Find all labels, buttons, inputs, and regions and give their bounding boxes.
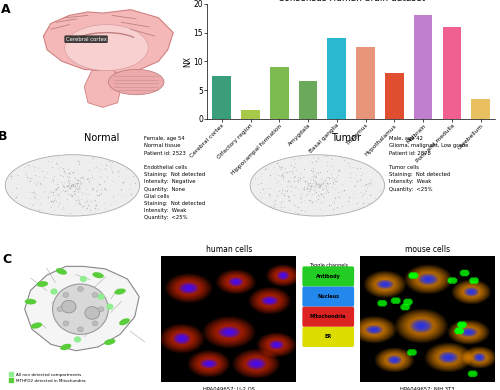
Text: ER: ER: [324, 334, 332, 339]
Circle shape: [78, 327, 84, 332]
Circle shape: [63, 321, 69, 326]
Text: Male, age 42
Glioma, malignant, Low grade
Patient id: 2878

Tumor cells
Staining: Male, age 42 Glioma, malignant, Low grad…: [390, 136, 468, 191]
Circle shape: [80, 276, 87, 282]
Ellipse shape: [92, 272, 104, 278]
Polygon shape: [24, 266, 139, 351]
Text: Cerebral cortex: Cerebral cortex: [66, 37, 106, 42]
Ellipse shape: [119, 318, 130, 325]
Text: Female, age 54
Normal tissue
Patient id: 2523

Endothelial cells
Staining:  Not : Female, age 54 Normal tissue Patient id:…: [144, 136, 206, 220]
Y-axis label: NX: NX: [183, 56, 192, 67]
Text: A: A: [0, 3, 10, 16]
FancyBboxPatch shape: [302, 287, 354, 307]
Circle shape: [85, 307, 100, 319]
Bar: [328, 38, 346, 119]
Text: HPA049657: U-2 OS: HPA049657: U-2 OS: [202, 387, 254, 390]
Bar: [472, 99, 490, 119]
Text: C: C: [2, 253, 12, 266]
Bar: [356, 47, 375, 119]
FancyBboxPatch shape: [302, 327, 354, 347]
Bar: [241, 110, 260, 119]
Ellipse shape: [108, 69, 164, 95]
Polygon shape: [84, 71, 122, 107]
Text: Normal: Normal: [84, 133, 119, 143]
Text: Mitochondria: Mitochondria: [310, 314, 346, 319]
Text: HPA049657: NIH 3T3: HPA049657: NIH 3T3: [400, 387, 455, 390]
Ellipse shape: [36, 281, 48, 287]
Bar: [442, 27, 461, 119]
Bar: [385, 73, 404, 119]
Circle shape: [63, 292, 69, 298]
Circle shape: [57, 307, 63, 312]
Text: Tumor: Tumor: [331, 133, 361, 143]
Circle shape: [92, 321, 98, 326]
Ellipse shape: [24, 299, 36, 305]
Text: Antibody: Antibody: [316, 274, 340, 279]
FancyBboxPatch shape: [302, 307, 354, 327]
Circle shape: [78, 287, 84, 292]
Text: B: B: [0, 129, 8, 143]
FancyBboxPatch shape: [302, 266, 354, 287]
Ellipse shape: [104, 339, 116, 345]
Ellipse shape: [56, 268, 67, 275]
Bar: [298, 82, 318, 119]
Ellipse shape: [30, 323, 42, 329]
Circle shape: [98, 307, 104, 312]
Ellipse shape: [114, 289, 126, 294]
Bar: [212, 76, 231, 119]
Bar: [414, 15, 432, 119]
Bar: [270, 67, 288, 119]
Text: Nucleus: Nucleus: [317, 294, 339, 299]
Circle shape: [92, 292, 98, 298]
Circle shape: [106, 303, 114, 310]
Text: human cells: human cells: [206, 245, 252, 254]
Text: Toggle channels: Toggle channels: [308, 262, 348, 268]
Circle shape: [62, 300, 76, 313]
Circle shape: [250, 155, 384, 216]
Circle shape: [74, 336, 81, 342]
Title: Consensus Human brain dataset: Consensus Human brain dataset: [278, 0, 425, 3]
Text: mouse cells: mouse cells: [405, 245, 450, 254]
Ellipse shape: [64, 25, 148, 71]
Legend: All non detected compartments, MTHFD2 detected in Mitochondria: All non detected compartments, MTHFD2 de…: [9, 372, 86, 383]
Circle shape: [50, 289, 58, 295]
Polygon shape: [44, 10, 174, 73]
Ellipse shape: [60, 344, 72, 350]
Circle shape: [5, 155, 140, 216]
Circle shape: [98, 293, 104, 300]
Ellipse shape: [52, 284, 108, 334]
